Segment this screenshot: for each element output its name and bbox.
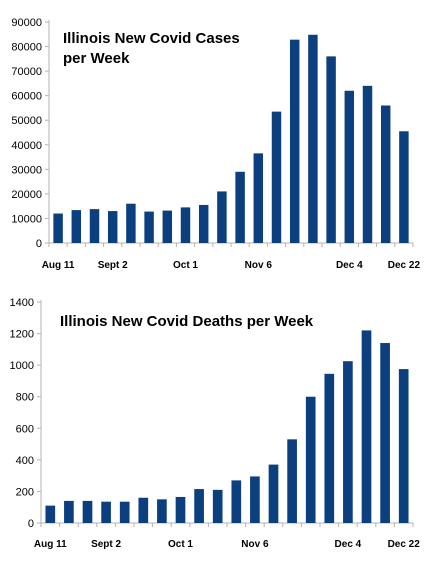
bar-sept-9: [126, 203, 136, 243]
bar-sept-16: [144, 211, 154, 243]
bar-dec-11: [362, 85, 373, 243]
y-tick-label: 1200: [10, 329, 34, 341]
y-tick-label: 800: [16, 392, 34, 404]
bar-nov-20: [305, 396, 316, 523]
deaths-chart-svg: 0 200 400 600 800 1000 1200 1400 Aug 11 Sept 2 Oct…: [10, 297, 421, 550]
cases-chart-svg: 0 10000 20000 30000 40000 50000 60000 70000 8000…: [11, 17, 421, 271]
bar-nov-27: [324, 373, 335, 523]
y-tick-label: 0: [36, 238, 42, 250]
chart-title: Illinois New Covid Deaths per Week: [60, 313, 314, 330]
bar-oct-15: [217, 191, 227, 243]
y-tick-label: 10000: [11, 213, 42, 225]
x-tick-label: Dec 4: [335, 539, 362, 550]
x-tick-label: Aug 11: [34, 539, 67, 550]
bar-dec-4: [344, 90, 355, 243]
chart-title: Illinois New Covid Cases: [63, 30, 240, 47]
bar-nov-13: [289, 39, 300, 244]
bar-oct-8: [198, 204, 209, 243]
bar-aug-18: [71, 210, 82, 243]
y-tick-label: 600: [16, 423, 34, 435]
y-tick-label: 30000: [11, 164, 42, 176]
bar-sept-23: [157, 499, 167, 523]
x-tick-label: Dec 22: [388, 260, 421, 271]
bar-dec-22: [398, 369, 409, 523]
bar-oct-22: [235, 171, 245, 243]
y-tick-label: 50000: [11, 115, 42, 127]
y-tick-label: 70000: [11, 66, 42, 78]
y-tick-label: 40000: [11, 140, 42, 152]
y-tick-label: 1000: [10, 360, 34, 372]
chart-title: per Week: [63, 50, 130, 67]
bar-sept-2: [101, 501, 111, 523]
x-tick-label: Oct 1: [173, 260, 198, 271]
x-tick-label: Dec 22: [388, 539, 421, 550]
y-tick-label: 200: [16, 486, 34, 498]
bar-oct-1: [175, 496, 186, 523]
bar-oct-1: [180, 207, 191, 243]
y-tick-label: 1400: [10, 297, 34, 309]
bar-oct-22: [231, 480, 242, 523]
x-tick-label: Aug 11: [42, 260, 75, 271]
bar-aug-11: [53, 213, 63, 243]
x-tick-label: Nov 6: [241, 539, 269, 550]
bar-aug-18: [64, 500, 74, 523]
bar-dec-4: [343, 361, 353, 523]
deaths-chart: 0 200 400 600 800 1000 1200 1400 Aug 11 Sept 2 Oct…: [0, 281, 431, 561]
bar-nov-6: [268, 464, 279, 523]
bar-sept-9: [119, 501, 130, 523]
bar-dec-18: [380, 343, 390, 523]
y-tick-label: 60000: [11, 91, 42, 103]
bar-dec-22: [399, 131, 409, 243]
y-tick-label: 20000: [11, 189, 42, 201]
bar-oct-15: [212, 489, 223, 523]
bar-aug-25: [82, 500, 93, 523]
bar-dec-11: [361, 330, 372, 523]
bar-oct-29: [250, 476, 260, 523]
x-tick-label: Nov 6: [245, 260, 273, 271]
bar-oct-29: [253, 153, 264, 243]
x-tick-label: Dec 4: [336, 260, 363, 271]
bar-aug-11: [45, 505, 56, 523]
bar-nov-6: [271, 111, 282, 243]
bar-dec-18: [380, 105, 391, 243]
y-tick-label: 90000: [11, 17, 42, 29]
y-tick-label: 0: [28, 518, 34, 530]
cases-chart: 0 10000 20000 30000 40000 50000 60000 70000 8000…: [0, 0, 431, 280]
x-tick-label: Sept 2: [98, 260, 128, 271]
bar-nov-27: [326, 56, 336, 243]
bar-aug-25: [89, 209, 100, 243]
y-tick-label: 400: [16, 455, 34, 467]
bar-nov-20: [308, 34, 318, 243]
x-tick-label: Sept 2: [91, 539, 121, 550]
bar-sept-2: [107, 211, 118, 243]
bar-sept-23: [162, 210, 173, 243]
bar-oct-8: [194, 489, 204, 523]
bar-nov-13: [287, 439, 297, 523]
y-tick-label: 80000: [11, 42, 42, 54]
bar-sept-16: [138, 497, 149, 523]
x-tick-label: Oct 1: [168, 539, 193, 550]
